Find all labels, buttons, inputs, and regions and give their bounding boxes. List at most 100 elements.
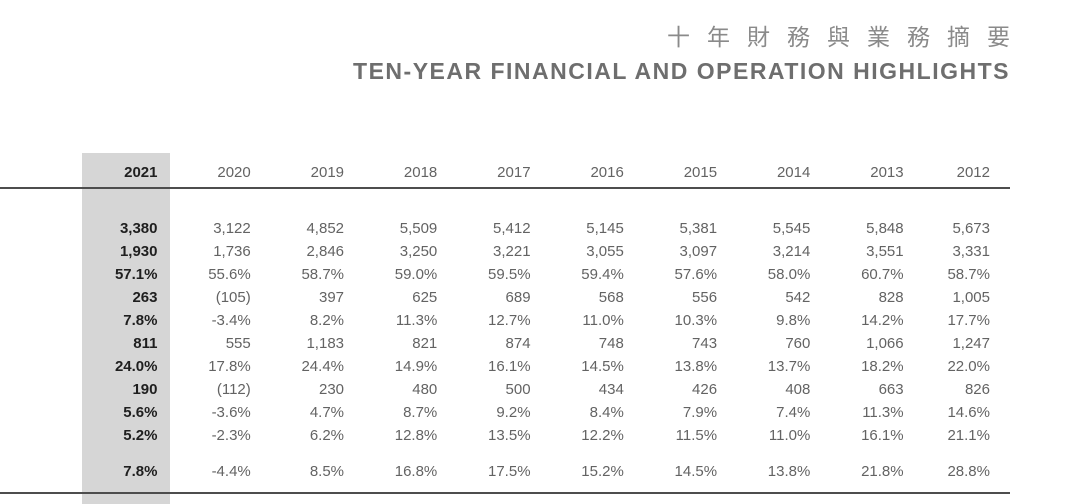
table-cell (264, 447, 357, 460)
table-stub-row (0, 493, 1010, 504)
table-cell (917, 188, 1010, 217)
table-cell: -3.4% (211, 312, 251, 329)
table-cell: 4.7% (309, 404, 345, 421)
table-cell: 55.6% (208, 266, 251, 283)
table-cell: 821 (412, 335, 438, 352)
table-cell (82, 483, 171, 494)
table-cell: 3,097 (679, 243, 718, 260)
year-header-cell: 2013 (823, 153, 917, 189)
table-cell: 748 (598, 335, 624, 352)
row-label-cell (0, 217, 82, 240)
table-cell: 59.5% (488, 266, 531, 283)
table-cell (637, 493, 730, 504)
table-bottom-pad-row (0, 483, 1010, 494)
table-cell: 11.3% (862, 404, 904, 421)
table-cell: 5,381 (679, 220, 718, 237)
table-cell: 826 (964, 381, 990, 398)
table-row: 190 (112) 230 480 500 434 426 408 663 826 (0, 378, 1010, 401)
table-cell: 57.6% (674, 266, 718, 283)
table-spacer-row (0, 188, 1010, 217)
table-cell: 7.4% (776, 404, 811, 421)
table-cell (637, 188, 730, 217)
table-cell: 625 (412, 289, 438, 306)
table-cell (730, 447, 823, 460)
table-cell: 5.2% (82, 424, 171, 447)
table-cell: 9.8% (776, 312, 811, 329)
table-cell: 59.4% (581, 266, 624, 283)
table-cell: 3,380 (82, 217, 171, 240)
report-title-english: TEN-YEAR FINANCIAL AND OPERATION HIGHLIG… (353, 58, 1010, 84)
table-cell (637, 447, 730, 460)
table-cell (264, 188, 357, 217)
table-cell: 21.8% (861, 463, 904, 480)
table-cell: 3,214 (772, 243, 811, 260)
table-cell: 760 (785, 335, 811, 352)
ten-year-highlights-table: 2021 2020 2019 2018 2017 2016 2015 2014 2013 2012… (0, 153, 1010, 504)
table-row: 1,930 1,736 2,846 3,250 3,221 3,055 3,097 3,214… (0, 240, 1010, 263)
table-cell: 2,846 (306, 243, 345, 260)
table-cell (544, 493, 637, 504)
table-cell: 13.5% (488, 427, 531, 444)
year-header-cell: 2020 (170, 153, 264, 189)
table-cell (170, 493, 263, 504)
table-cell: 13.8% (674, 358, 718, 375)
table-cell: 14.5% (581, 358, 624, 375)
table-cell: -3.6% (211, 404, 251, 421)
table-row: 5.2% -2.3% 6.2% 12.8% 13.5% 12.2% 11.5% 11.0% 16… (0, 424, 1010, 447)
table-cell: 542 (785, 289, 811, 306)
table-cell: 7.8% (82, 460, 171, 483)
row-label-cell (0, 493, 82, 504)
table-cell: 17.8% (208, 358, 251, 375)
table-cell (82, 447, 171, 460)
table-body: 3,380 3,122 4,852 5,509 5,412 5,145 5,381 5,545… (0, 188, 1010, 504)
table-cell: 16.1% (861, 427, 904, 444)
table-cell (917, 447, 1010, 460)
table-cell: 24.4% (301, 358, 345, 375)
table-cell (357, 188, 450, 217)
table-cell: 59.0% (394, 266, 438, 283)
table-cell: 14.5% (674, 463, 718, 480)
table-row: 263 (105) 397 625 689 568 556 542 828 1,005 (0, 286, 1010, 309)
table-cell: 828 (878, 289, 904, 306)
row-label-cell (0, 286, 82, 309)
table-cell: 13.8% (767, 463, 811, 480)
table-cell: 17.5% (488, 463, 531, 480)
table-cell: 3,551 (866, 243, 904, 260)
table-cell: 5,145 (586, 220, 624, 237)
table-cell: 568 (598, 289, 624, 306)
report-title-chinese: 十年財務與業務摘要 (667, 24, 1027, 50)
row-label-cell (0, 483, 83, 494)
year-header-cell: 2012 (916, 153, 1010, 189)
row-label-cell (0, 460, 82, 483)
table-cell: 12.2% (581, 427, 624, 444)
table-cell (823, 483, 917, 494)
table-cell: 689 (505, 289, 531, 306)
row-label-cell (0, 240, 82, 263)
table-cell: (105) (215, 289, 251, 306)
table-cell: 11.5% (675, 427, 718, 444)
table-cell (170, 483, 264, 494)
table-cell: 500 (505, 381, 531, 398)
table-cell (263, 483, 358, 494)
year-header-cell: 2019 (263, 153, 358, 189)
table-cell (730, 188, 823, 217)
year-header-cell: 2021 (82, 153, 171, 189)
table-cell (170, 447, 263, 460)
table-cell: 9.2% (496, 404, 531, 421)
table-cell: 1,247 (952, 335, 990, 352)
row-label-cell (0, 355, 82, 378)
table-cell: 230 (318, 381, 345, 398)
table-cell (730, 483, 824, 494)
table-cell: -4.4% (211, 463, 251, 480)
table-cell (450, 493, 543, 504)
row-label-cell (0, 188, 82, 217)
table-cell: 15.2% (581, 463, 624, 480)
table-cell: 6.2% (309, 427, 345, 444)
table-cell (357, 447, 450, 460)
table-cell: 10.3% (674, 312, 718, 329)
table-cell: 7.9% (682, 404, 718, 421)
row-label-cell (0, 332, 82, 355)
table-cell: 397 (318, 289, 345, 306)
table-cell: 1,005 (952, 289, 990, 306)
